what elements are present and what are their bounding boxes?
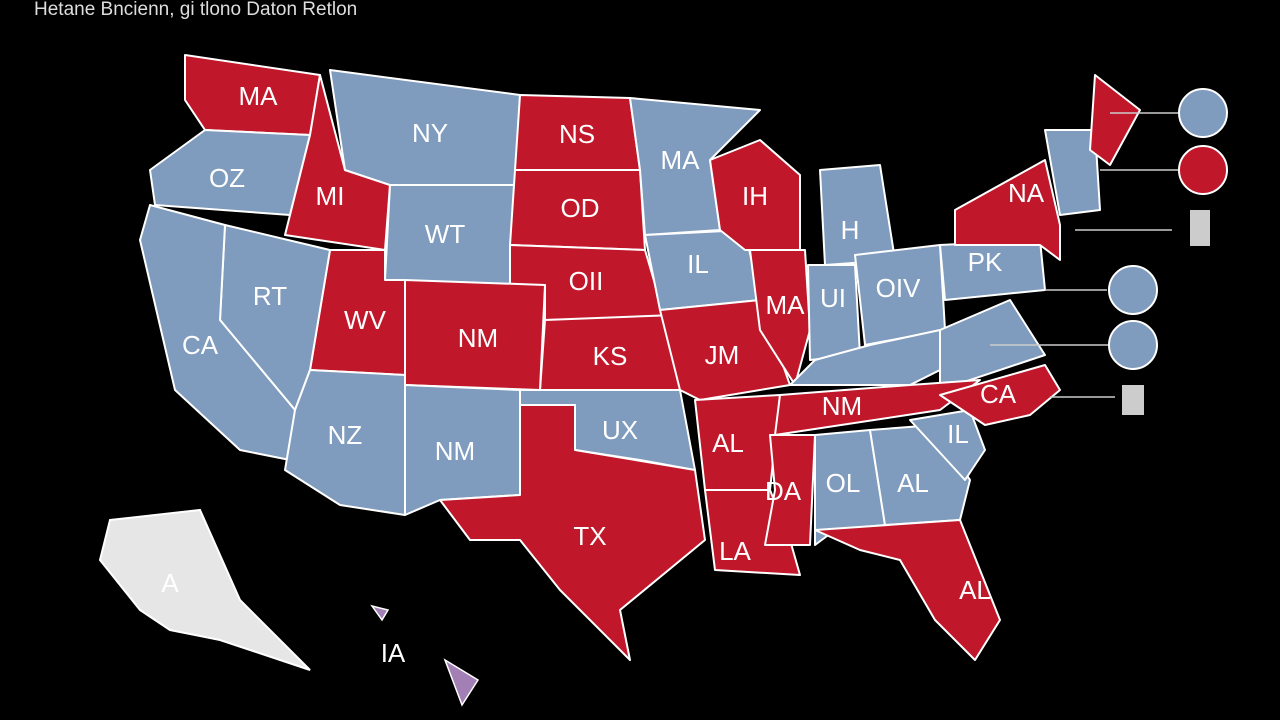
state-label: KS: [593, 341, 628, 371]
state: [939, 364, 1061, 426]
state-label: NA: [1008, 178, 1045, 208]
state-label: CA: [182, 330, 219, 360]
state-label: OZ: [209, 163, 245, 193]
state: [659, 299, 791, 401]
state-label: TX: [573, 521, 606, 551]
state-label: MA: [661, 145, 701, 175]
state: [284, 369, 406, 516]
state-label: AL: [712, 428, 744, 458]
state-label: UX: [602, 415, 638, 445]
state-label: RT: [253, 281, 287, 311]
state-label: PK: [968, 247, 1003, 277]
state-label: IL: [687, 249, 709, 279]
icon: [1108, 320, 1158, 370]
icon: [1190, 210, 1210, 246]
state: [370, 604, 390, 622]
state-label: AL: [897, 468, 929, 498]
state-label: IH: [742, 181, 768, 211]
state-label: JM: [705, 340, 740, 370]
callouts: [990, 88, 1228, 415]
state: [439, 404, 706, 661]
state: [749, 249, 811, 386]
state: [443, 658, 480, 707]
state-label: MI: [316, 181, 345, 211]
state: [1089, 74, 1141, 166]
state: [909, 409, 986, 481]
state-label: MA: [766, 290, 806, 320]
state-label: NM: [435, 436, 475, 466]
icon: [1178, 88, 1228, 138]
states: [98, 54, 1141, 707]
state: [814, 519, 1001, 661]
state-labels: MA OZ MI NY WT NS OD OII KS NM WV RT CA …: [161, 81, 1044, 668]
icon: [1122, 385, 1144, 415]
state-label: OD: [561, 193, 600, 223]
state-label: DA: [765, 476, 802, 506]
state-label: AL: [959, 575, 991, 605]
state-label: LA: [719, 536, 751, 566]
state: [764, 434, 816, 546]
state-label: NS: [559, 119, 595, 149]
state-label: NY: [412, 118, 448, 148]
state: [98, 508, 311, 671]
state: [149, 129, 311, 216]
state-label: CA: [980, 379, 1017, 409]
state-label: WT: [425, 219, 466, 249]
state-label: IA: [381, 638, 406, 668]
state-label: WV: [344, 305, 387, 335]
state-label: H: [841, 215, 860, 245]
icon: [1178, 145, 1228, 195]
state-label: NZ: [328, 420, 363, 450]
state-label: MA: [239, 81, 279, 111]
state-label: NM: [822, 391, 862, 421]
state-label: A: [161, 568, 179, 598]
state-label: OL: [826, 468, 861, 498]
state-label: IL: [947, 419, 969, 449]
state-label: OII: [569, 266, 604, 296]
icon: [1108, 265, 1158, 315]
state-label: NM: [458, 323, 498, 353]
state-label: OIV: [876, 273, 921, 303]
state: [1044, 129, 1101, 216]
map-title: Hetane Bncienn, gi tlono Daton Retlon: [34, 0, 357, 20]
state-label: UI: [820, 283, 846, 313]
state: [954, 159, 1061, 261]
